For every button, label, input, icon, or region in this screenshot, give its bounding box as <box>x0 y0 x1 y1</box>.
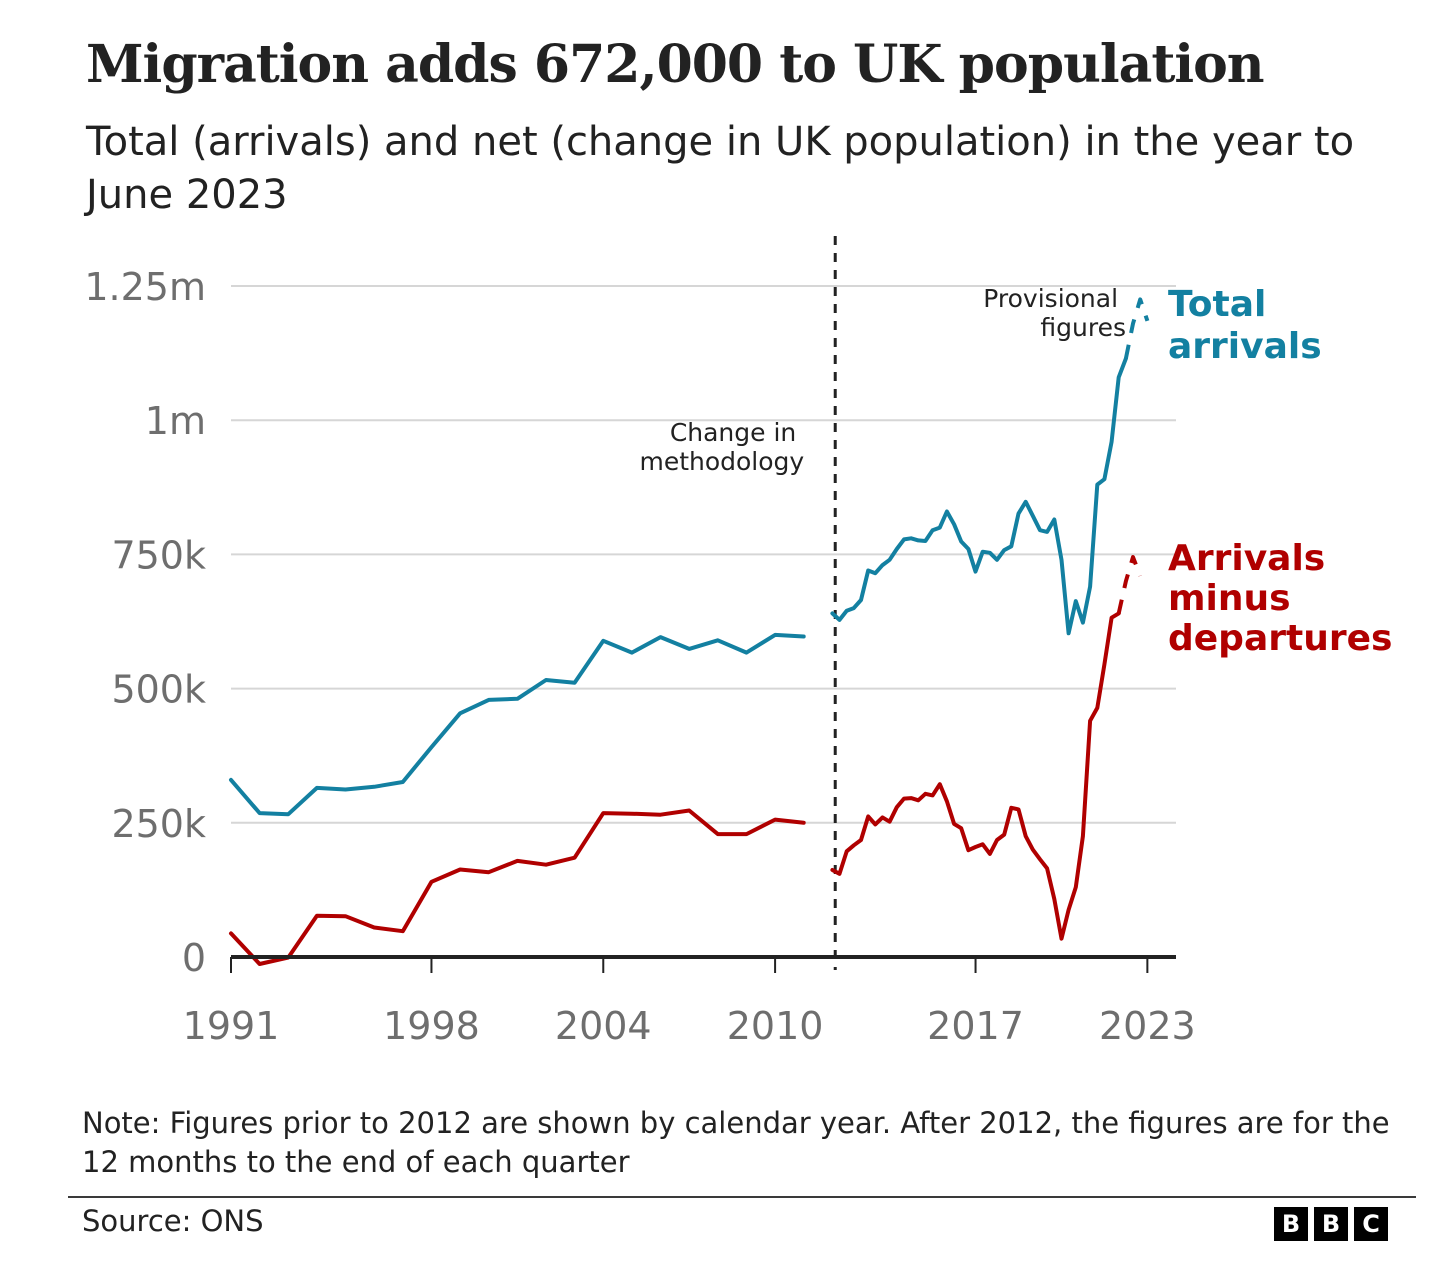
gridlines <box>231 285 1176 824</box>
y-tick-label: 1m <box>145 399 206 443</box>
total-label-line-2: arrivals <box>1168 326 1322 367</box>
x-tick-label: 2023 <box>1099 1004 1196 1048</box>
net-label-line-1: Arrivals <box>1168 538 1325 579</box>
total-arrivals-line-provisional <box>1123 297 1150 359</box>
total-arrivals-line-segment-1 <box>229 632 806 817</box>
line-chart: 0 250k 500k 750k 1m 1.25m 1991 1998 2004 2010 201… <box>84 236 1392 1048</box>
total-arrivals-line-segment-2 <box>830 356 1128 636</box>
footer-divider <box>68 1196 1416 1198</box>
x-tick-label: 2010 <box>727 1004 824 1048</box>
methodology-label-line-2: methodology <box>639 447 804 476</box>
series-label-arrivals-minus-departures: Arrivals minus departures <box>1168 538 1392 659</box>
logo-letter-b2: B <box>1314 1207 1348 1241</box>
x-axis-ticks: 1991 1998 2004 2010 2017 2023 <box>183 957 1196 1048</box>
series-label-total-arrivals: Total arrivals <box>1168 284 1322 367</box>
x-tick-label: 1998 <box>383 1004 480 1048</box>
net-migration-line-provisional <box>1116 555 1143 614</box>
y-axis-tick-labels: 0 250k 500k 750k 1m 1.25m <box>84 265 206 980</box>
x-tick-label: 1991 <box>183 1004 280 1048</box>
x-tick-label: 2017 <box>927 1004 1024 1048</box>
provisional-label-line-1: Provisional <box>983 284 1118 313</box>
annotations: Change in methodology Provisional figure… <box>639 236 1126 970</box>
y-tick-label: 0 <box>182 936 206 980</box>
chart-subtitle: Total (arrivals) and net (change in UK p… <box>86 119 1355 218</box>
provisional-figures-label: Provisional figures <box>983 284 1126 342</box>
net-migration-line-segment-2 <box>830 611 1121 941</box>
series-labels: Total arrivals Arrivals minus departures <box>1168 284 1392 659</box>
net-migration-line-segment-1 <box>229 808 806 966</box>
methodology-label-line-1: Change in <box>670 418 796 447</box>
methodology-change-label: Change in methodology <box>639 418 804 476</box>
net-label-line-3: departures <box>1168 618 1392 659</box>
source-credit: Source: ONS <box>82 1204 264 1238</box>
bbc-logo: B B C <box>1274 1207 1388 1241</box>
y-tick-label: 250k <box>111 802 206 846</box>
total-label-line-1: Total <box>1168 284 1266 325</box>
chart-note: Note: Figures prior to 2012 are shown by… <box>82 1106 1390 1179</box>
series-lines <box>229 297 1150 966</box>
provisional-label-line-2: figures <box>1040 313 1126 342</box>
logo-letter-c: C <box>1354 1207 1388 1241</box>
chart-title: Migration adds 672,000 to UK population <box>86 34 1265 95</box>
y-tick-label: 500k <box>111 668 206 712</box>
y-tick-label: 1.25m <box>84 265 206 309</box>
x-tick-label: 2004 <box>555 1004 652 1048</box>
y-tick-label: 750k <box>111 533 206 577</box>
logo-letter-b1: B <box>1274 1207 1308 1241</box>
net-label-line-2: minus <box>1168 578 1291 619</box>
